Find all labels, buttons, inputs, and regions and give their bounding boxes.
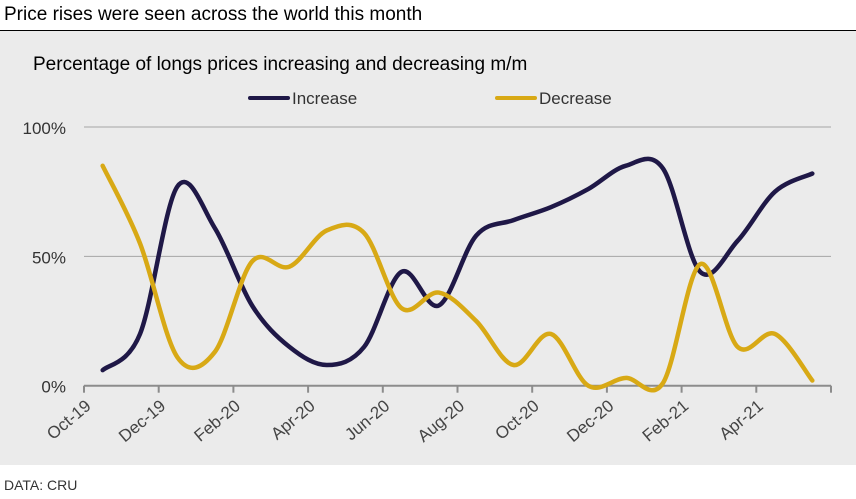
y-tick-label: 0% [41, 378, 66, 397]
series-line-increase [100, 156, 815, 373]
x-tick-label: Apr-20 [267, 396, 318, 443]
x-tick-label: Apr-21 [716, 396, 767, 443]
x-tick-label: Feb-20 [190, 396, 243, 445]
headline-rule [0, 30, 856, 31]
chart-title: Percentage of longs prices increasing an… [33, 54, 527, 75]
x-tick-label: Oct-19 [43, 396, 94, 443]
y-tick-label: 50% [32, 248, 66, 267]
source-note: DATA: CRU [4, 477, 78, 493]
x-tick-label: Dec-19 [115, 396, 169, 446]
x-tick-label: Oct-20 [491, 396, 542, 443]
legend-label-increase: Increase [292, 89, 357, 108]
headline: Price rises were seen across the world t… [4, 4, 423, 25]
y-tick-label: 100% [23, 119, 66, 138]
x-tick-label: Feb-21 [639, 396, 692, 445]
x-tick-label: Jun-20 [341, 396, 393, 444]
x-tick-label: Aug-20 [414, 396, 468, 446]
x-tick-label: Dec-20 [563, 396, 617, 446]
legend-label-decrease: Decrease [539, 89, 612, 108]
